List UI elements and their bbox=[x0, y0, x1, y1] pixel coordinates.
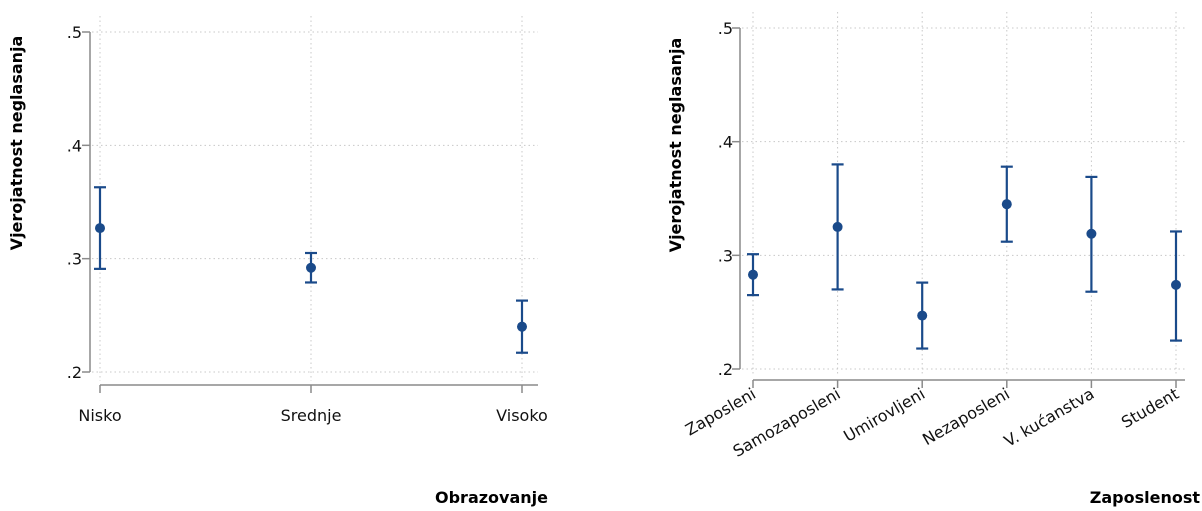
x-tick-label: Student bbox=[1118, 384, 1182, 432]
y-tick-label: .5 bbox=[718, 19, 733, 38]
x-tick-label: Visoko bbox=[496, 406, 548, 425]
x-tick-label: Srednje bbox=[281, 406, 342, 425]
x-tick-label: Nezaposleni bbox=[919, 384, 1013, 449]
x-tick-label: Nisko bbox=[78, 406, 121, 425]
data-point bbox=[748, 269, 758, 280]
x-axis-title: Zaposlenost bbox=[1090, 488, 1201, 507]
y-tick-label: .3 bbox=[67, 250, 82, 269]
y-tick-label: .4 bbox=[67, 136, 82, 155]
data-point bbox=[917, 310, 928, 321]
y-tick-label: .2 bbox=[67, 363, 82, 382]
data-point bbox=[832, 221, 843, 232]
data-point bbox=[1171, 279, 1181, 290]
y-tick-label: .4 bbox=[718, 133, 733, 152]
x-tick-label: Zaposleni bbox=[682, 384, 759, 439]
y-axis-title: Vjerojatnost neglasanja bbox=[7, 36, 26, 251]
data-point bbox=[517, 321, 527, 332]
chart-panel-obrazovanje: .2 .3 .4 .5 Nisko Srednje Visoko Vjerojatnost n… bbox=[7, 16, 548, 507]
data-point bbox=[1001, 199, 1012, 210]
x-tick-label: V. kućanstva bbox=[1001, 384, 1098, 451]
y-tick-label: .3 bbox=[718, 246, 733, 265]
data-point bbox=[1086, 228, 1097, 239]
x-tick-label: Umirovljeni bbox=[840, 384, 928, 446]
x-axis-title: Obrazovanje bbox=[435, 488, 548, 507]
chart-panel-zaposlenost: .2.3.4.5ZaposleniSamozaposleniUmirovljen… bbox=[666, 12, 1200, 507]
y-tick-label: .2 bbox=[718, 360, 733, 379]
y-tick-label: .5 bbox=[67, 23, 82, 42]
y-axis-title: Vjerojatnost neglasanja bbox=[666, 38, 685, 253]
data-point bbox=[95, 223, 105, 234]
data-point bbox=[306, 262, 316, 273]
